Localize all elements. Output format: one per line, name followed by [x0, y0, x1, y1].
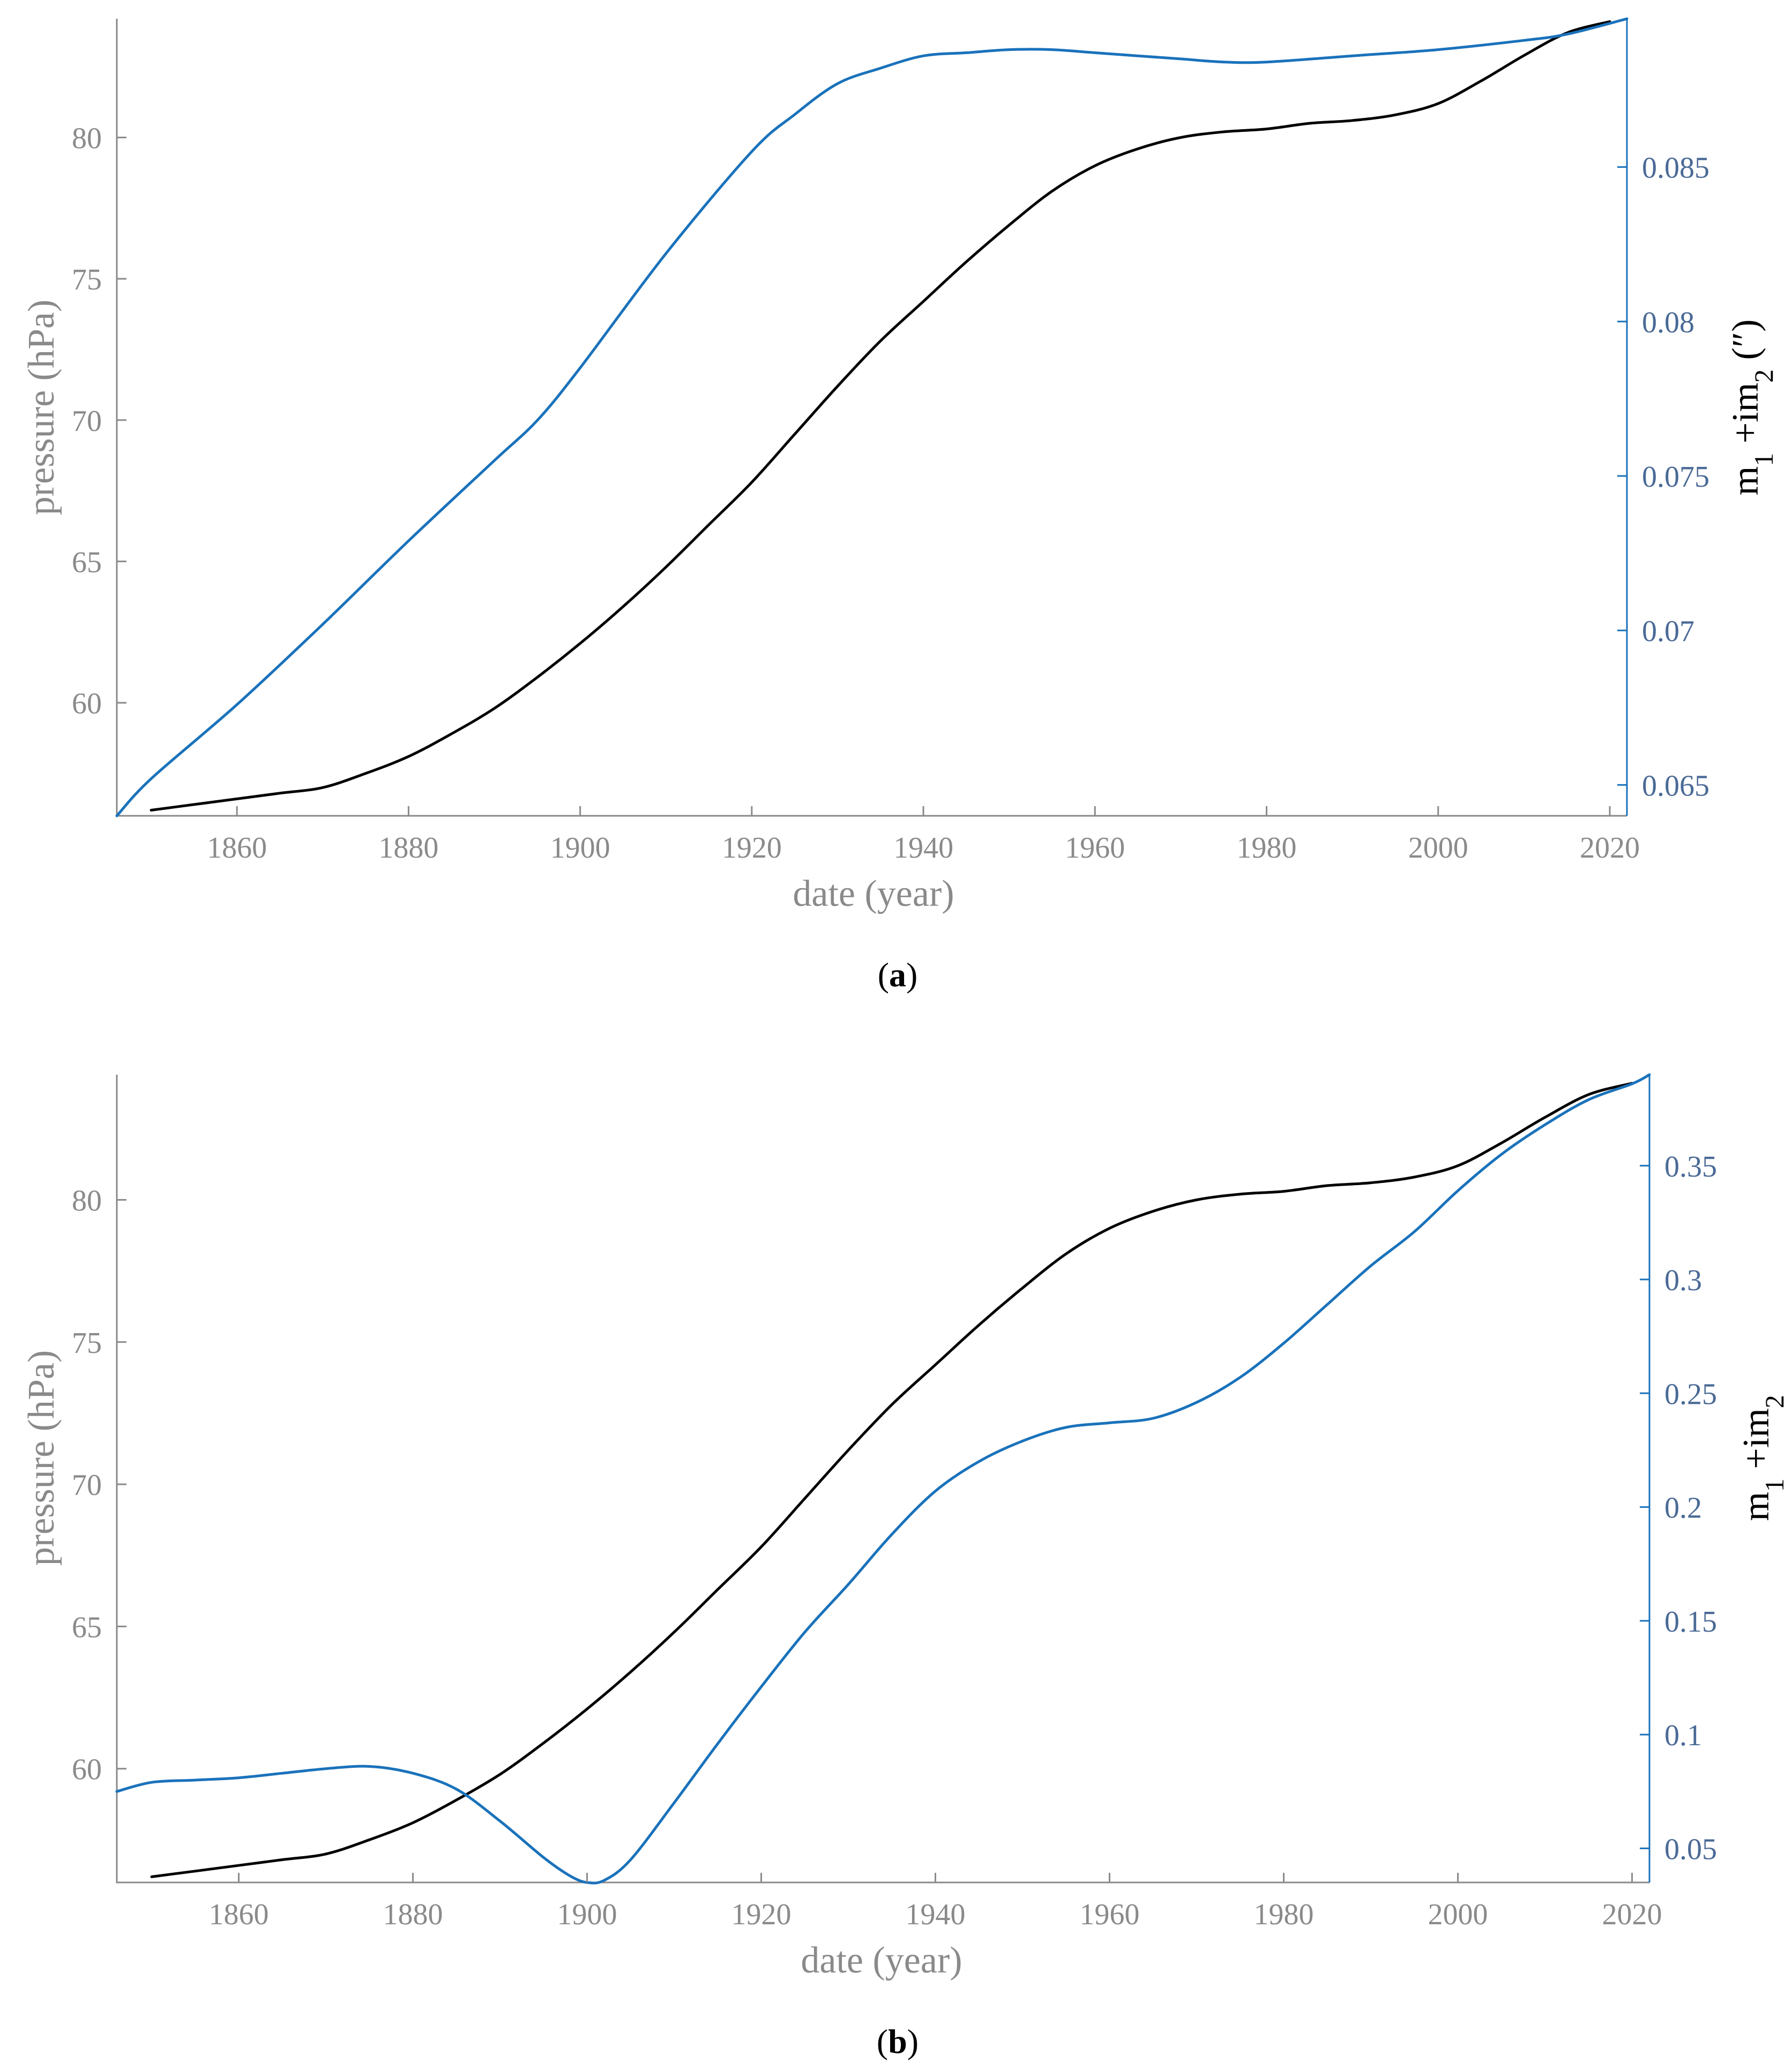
x-tick-label: 2000	[1428, 1898, 1488, 1931]
y-axis-label-b: pressure (hPa)	[21, 1350, 62, 1566]
x-tick-label: 1860	[209, 1898, 269, 1931]
y2-tick-label: 0.3	[1664, 1264, 1702, 1297]
x-tick-label: 1940	[893, 831, 953, 865]
y2-tick-label: 0.085	[1642, 152, 1709, 185]
caption-b: (b)	[877, 2022, 919, 2060]
y-tick-label: 75	[72, 1327, 102, 1360]
y2-tick-label: 0.08	[1642, 306, 1694, 339]
y2-tick-label: 0.25	[1664, 1378, 1717, 1411]
series-line-pressure	[150, 20, 1611, 812]
y2-tick-label: 0.1	[1664, 1719, 1702, 1752]
ticks-a: 1860 1880 1900 1920 1940 1960 1980 2000 2020 60 65…	[72, 19, 1709, 865]
x-tick-label: 1900	[557, 1898, 617, 1931]
series-line-m1-im2	[115, 1073, 1651, 1885]
x-tick-label: 1900	[550, 831, 610, 865]
y-tick-label: 75	[72, 263, 102, 296]
series-line-pressure	[150, 1082, 1633, 1878]
x-tick-label: 1960	[1065, 831, 1125, 865]
x-axis-label-b: date (year)	[801, 1940, 962, 1981]
x-tick-label: 1920	[731, 1898, 792, 1931]
axes-frame-a	[116, 19, 1627, 817]
x-tick-label: 1980	[1237, 831, 1297, 865]
x-axis-label-a: date (year)	[793, 873, 954, 914]
x-tick-label: 1960	[1080, 1898, 1140, 1931]
y-axis-label-a: pressure (hPa)	[21, 300, 62, 515]
plot-marks-b	[115, 1073, 1651, 1885]
axes-frame-b	[116, 1075, 1649, 1884]
y-tick-label: 60	[72, 687, 102, 720]
y2-tick-label: 0.065	[1642, 769, 1709, 802]
x-tick-label: 1920	[722, 831, 782, 865]
y2-tick-label: 0.075	[1642, 460, 1709, 494]
y2-tick-label: 0.15	[1664, 1605, 1717, 1639]
y2-axis-label-a: m1 +im2 (″)	[1725, 319, 1779, 496]
x-tick-label: 2020	[1602, 1898, 1662, 1931]
x-tick-label: 1940	[906, 1898, 966, 1931]
x-tick-label: 2020	[1580, 831, 1640, 865]
x-tick-label: 1860	[207, 831, 267, 865]
series-line-m1-im2	[115, 17, 1629, 817]
x-tick-label: 2000	[1408, 831, 1468, 865]
y-tick-label: 65	[72, 1611, 102, 1644]
y2-tick-label: 0.07	[1642, 615, 1694, 648]
y2-tick-label: 0.35	[1664, 1150, 1717, 1184]
y2-axis-label-b: m1 +im2	[1736, 1395, 1789, 1521]
x-tick-label: 1980	[1254, 1898, 1314, 1931]
y-tick-label: 65	[72, 546, 102, 579]
ticks-b: 1860 1880 1900 1920 1940 1960 1980 2000 2020 60 65…	[72, 1075, 1717, 1931]
y-tick-label: 70	[72, 405, 102, 438]
y-tick-label: 70	[72, 1469, 102, 1502]
x-tick-label: 1880	[378, 831, 438, 865]
caption-a: (a)	[878, 956, 918, 994]
plot-marks-a	[115, 17, 1629, 817]
panel-b: 1860 1880 1900 1920 1940 1960 1980 2000 2020 60 65…	[21, 1073, 1789, 2060]
y2-tick-label: 0.2	[1664, 1492, 1702, 1525]
y-tick-label: 80	[72, 122, 102, 155]
x-tick-label: 1880	[383, 1898, 443, 1931]
y-tick-label: 80	[72, 1184, 102, 1217]
panel-a: 1860 1880 1900 1920 1940 1960 1980 2000 2020 60 65…	[21, 17, 1779, 994]
y-tick-label: 60	[72, 1753, 102, 1787]
y2-tick-label: 0.05	[1664, 1833, 1717, 1866]
